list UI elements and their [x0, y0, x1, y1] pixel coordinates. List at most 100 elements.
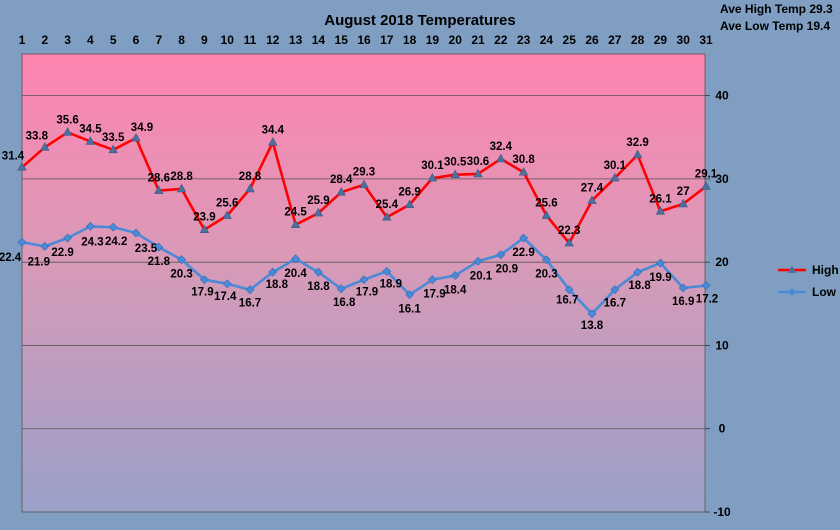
- x-tick-label: 4: [87, 33, 94, 47]
- low-data-label: 21.8: [148, 256, 171, 268]
- high-data-label: 32.4: [490, 141, 513, 153]
- high-data-label: 28.8: [170, 171, 193, 183]
- high-point: [199, 224, 210, 234]
- low-data-label: 20.3: [535, 269, 557, 281]
- high-data-label: 25.6: [216, 198, 238, 210]
- x-tick-label: 27: [608, 33, 622, 47]
- low-data-label: 22.9: [512, 247, 534, 259]
- x-tick-label: 8: [178, 33, 185, 47]
- low-data-label: 22.9: [51, 247, 73, 259]
- x-tick-label: 29: [654, 33, 668, 47]
- x-tick-label: 23: [517, 33, 531, 47]
- high-point: [62, 127, 73, 136]
- high-point: [85, 136, 96, 145]
- high-point: [473, 168, 483, 178]
- high-point: [496, 153, 506, 163]
- low-point: [359, 275, 369, 285]
- high-point: [701, 181, 711, 190]
- low-point: [633, 267, 643, 277]
- x-tick-label: 10: [221, 33, 235, 47]
- low-data-label: 16.9: [672, 296, 694, 308]
- high-point: [336, 187, 346, 196]
- high-point: [564, 237, 574, 247]
- low-data-label: 17.9: [191, 287, 213, 299]
- ave-low-annotation: Ave Low Temp 19.4: [720, 19, 830, 33]
- low-point: [564, 285, 574, 295]
- low-point: [108, 222, 118, 232]
- low-point: [678, 283, 688, 293]
- low-data-label: 17.4: [214, 291, 237, 303]
- high-data-label: 28.4: [330, 174, 353, 186]
- high-point: [359, 179, 369, 189]
- high-data-label: 32.9: [626, 137, 648, 149]
- high-data-label: 23.9: [193, 212, 215, 224]
- low-data-label: 20.4: [284, 268, 307, 280]
- low-data-label: 18.8: [307, 281, 330, 293]
- high-data-label: 28.8: [239, 171, 262, 183]
- high-data-label: 29.3: [353, 167, 375, 179]
- low-data-label: 18.8: [628, 280, 651, 292]
- low-data-label: 22.4: [0, 252, 22, 264]
- low-data-label: 24.3: [81, 236, 103, 248]
- low-data-label: 16.7: [239, 298, 261, 310]
- low-point: [268, 267, 278, 277]
- high-data-label: 31.4: [2, 150, 25, 162]
- high-data-label: 30.1: [421, 160, 444, 172]
- high-point: [610, 172, 620, 182]
- high-data-label: 33.5: [102, 132, 125, 144]
- high-data-label: 27: [677, 186, 690, 198]
- x-tick-label: 9: [201, 33, 208, 47]
- high-point: [154, 185, 164, 194]
- high-point: [108, 144, 118, 154]
- low-data-label: 21.9: [28, 256, 50, 268]
- high-point: [655, 206, 666, 215]
- high-data-label: 34.4: [262, 124, 285, 136]
- low-data-label: 16.1: [398, 304, 421, 316]
- high-point: [427, 172, 438, 182]
- high-data-label: 34.5: [79, 123, 102, 135]
- low-point: [40, 241, 50, 251]
- legend: High Low: [778, 263, 839, 299]
- high-data-label: 22.3: [558, 225, 580, 237]
- high-point: [541, 210, 552, 219]
- x-tick-label: 17: [380, 33, 394, 47]
- low-data-label: 18.9: [380, 278, 402, 290]
- x-tick-label: 19: [426, 33, 440, 47]
- low-point: [450, 271, 460, 280]
- high-data-label: 25.9: [307, 195, 329, 207]
- chart-title: August 2018 Temperatures: [324, 12, 515, 29]
- low-point: [519, 233, 529, 243]
- low-data-label: 17.9: [356, 287, 378, 299]
- high-point: [678, 198, 688, 208]
- x-tick-label: 16: [357, 33, 371, 47]
- x-tick-label: 1: [19, 33, 26, 47]
- y-tick-label: 20: [715, 255, 729, 269]
- high-point: [382, 212, 392, 221]
- high-point: [222, 210, 232, 219]
- x-tick-label: 5: [110, 33, 117, 47]
- low-data-label: 13.8: [581, 320, 604, 332]
- x-tick-label: 18: [403, 33, 417, 47]
- high-data-label: 30.5: [444, 157, 467, 169]
- legend-low-label: Low: [812, 285, 837, 299]
- low-point: [541, 255, 551, 265]
- high-data-label: 30.8: [512, 154, 535, 166]
- x-tick-label: 28: [631, 33, 645, 47]
- legend-high-label: High: [812, 263, 839, 277]
- y-tick-label: 40: [715, 89, 729, 103]
- low-data-label: 16.7: [556, 295, 578, 307]
- low-point: [85, 221, 95, 231]
- high-data-label: 26.1: [649, 193, 672, 205]
- low-data-label: 20.1: [470, 270, 493, 282]
- high-point: [268, 137, 278, 146]
- high-data-label: 35.6: [56, 114, 78, 126]
- x-tick-label: 20: [449, 33, 463, 47]
- x-tick-label: 7: [155, 33, 162, 47]
- low-point: [291, 254, 301, 264]
- x-tick-label: 14: [312, 33, 326, 47]
- low-data-label: 23.5: [135, 243, 158, 255]
- low-data-label: 18.8: [266, 279, 289, 291]
- low-point: [313, 267, 323, 277]
